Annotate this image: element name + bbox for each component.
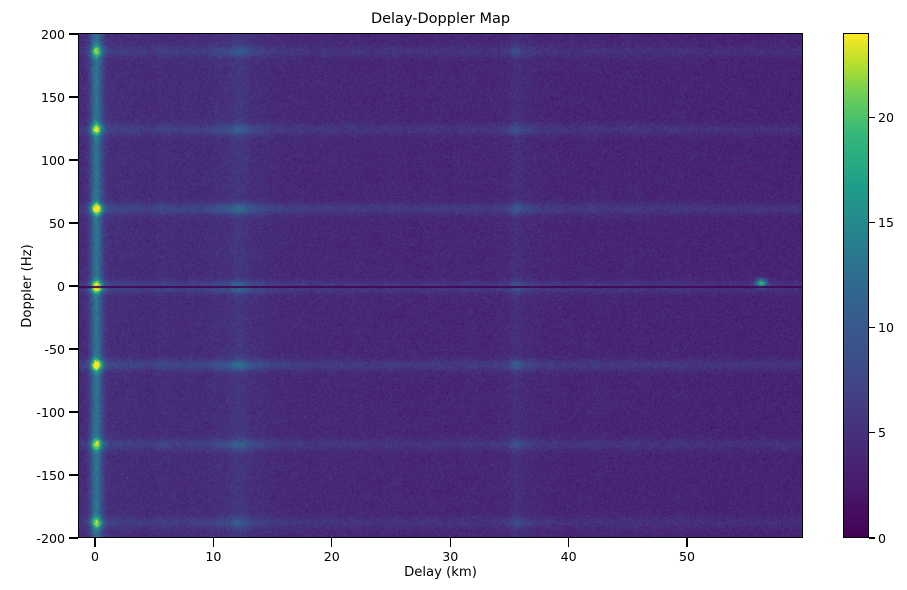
colorbar-tick-label: 5: [878, 425, 887, 441]
colorbar-tick-label: 10: [878, 320, 895, 336]
delay-doppler-heatmap-axes: [78, 33, 803, 538]
y-tick-label: 200: [40, 26, 65, 42]
y-tick: [69, 411, 78, 413]
colorbar-gradient: [844, 34, 868, 537]
colorbar-tick-label: 20: [878, 109, 895, 125]
x-tick-label: 50: [678, 549, 695, 564]
x-axis-label: Delay (km): [404, 565, 477, 580]
y-tick-label: -150: [36, 467, 65, 483]
x-tick: [686, 538, 688, 547]
y-tick-label: -200: [36, 530, 65, 546]
x-tick: [568, 538, 570, 547]
y-tick: [69, 474, 78, 476]
y-tick: [69, 159, 78, 161]
x-tick-label: 20: [323, 549, 340, 564]
page-title: Delay-Doppler Map: [370, 11, 511, 27]
x-tick: [212, 538, 214, 547]
y-tick: [69, 537, 78, 539]
colorbar-tick: [869, 327, 875, 329]
y-tick-label: 150: [40, 89, 65, 105]
x-tick-label: 40: [560, 549, 577, 564]
y-tick-label: 100: [40, 152, 65, 168]
y-tick: [69, 222, 78, 224]
x-tick-label: 30: [442, 549, 459, 564]
colorbar: [843, 33, 869, 538]
y-axis-label: Doppler (Hz): [20, 243, 35, 328]
y-tick: [69, 96, 78, 98]
y-tick-label: -100: [36, 404, 65, 420]
x-tick-label: 0: [91, 549, 100, 564]
colorbar-tick-label: 0: [878, 530, 887, 546]
colorbar-tick: [869, 221, 875, 223]
y-tick: [69, 348, 78, 350]
colorbar-tick: [869, 432, 875, 434]
x-tick: [94, 538, 96, 547]
y-tick-label: 50: [48, 215, 65, 231]
colorbar-tick-label: 15: [878, 214, 895, 230]
x-tick: [449, 538, 451, 547]
y-tick: [69, 285, 78, 287]
colorbar-tick: [869, 537, 875, 539]
x-tick-label: 10: [205, 549, 222, 564]
colorbar-tick: [869, 116, 875, 118]
heatmap-image: [79, 34, 802, 537]
x-tick: [331, 538, 333, 547]
y-tick: [69, 33, 78, 35]
y-tick-label: 0: [56, 278, 65, 294]
y-tick-label: -50: [44, 341, 65, 357]
